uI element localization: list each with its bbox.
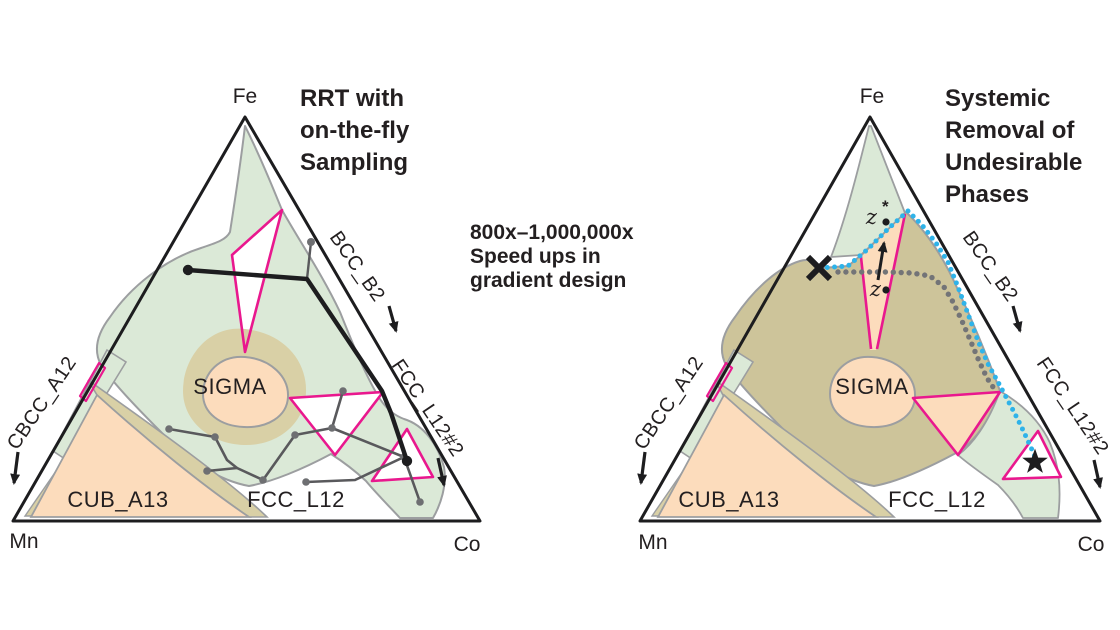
right-green-phase-region	[957, 390, 1061, 519]
right-edge-pink-sliver	[705, 361, 734, 403]
z-start-point	[882, 286, 890, 294]
right-bcc-arrow-icon	[1011, 305, 1023, 333]
gray-gradient-path	[835, 269, 998, 393]
right-cub-region	[656, 393, 879, 518]
right-fcc2-arrow-icon	[1092, 459, 1103, 489]
right-fcc-label: FCC_L12	[888, 487, 986, 512]
left-gray-branch	[305, 241, 313, 280]
left-panel-title-line: RRT with	[300, 85, 404, 112]
z-start-label: z	[869, 277, 882, 301]
left-corner-label-mn: Mn	[9, 530, 38, 553]
speedup-note-line: gradient design	[470, 269, 626, 292]
center-annotation: 800x–1,000,000x Speed ups in gradient de…	[470, 221, 634, 292]
left-corner-label-co: Co	[454, 533, 481, 556]
left-bcc-edge-label: BCC_B2	[325, 227, 389, 306]
left-fcc2-arrow-icon	[436, 457, 447, 487]
z-target-point	[882, 218, 890, 226]
left-panel-title-line: on-the-fly	[300, 117, 410, 144]
right-triangle-frame	[638, 115, 1102, 523]
right-corner-label-fe: Fe	[860, 85, 885, 108]
rrt-path-start-node	[182, 264, 194, 276]
right-corner-label-co: Co	[1078, 533, 1105, 556]
right-panel-title-line: Removal of	[945, 117, 1075, 144]
start-x-marker-icon	[805, 254, 833, 282]
right-tie-triangle-mid	[911, 390, 1002, 457]
right-cub-label: CUB_A13	[678, 487, 779, 512]
right-sigma-core	[828, 355, 917, 429]
left-triangle-frame	[11, 115, 482, 523]
left-bcc-arrow-icon	[387, 305, 399, 333]
rrt-path-end-node	[401, 455, 413, 467]
left-sigma-core	[201, 355, 290, 429]
target-star-icon	[1022, 448, 1048, 473]
left-tie-triangle-top	[230, 208, 284, 354]
left-sigma-label: SIGMA	[193, 374, 266, 399]
blue-optimization-path	[817, 208, 1038, 460]
right-bcc-edge-label: BCC_B2	[958, 227, 1022, 306]
left-ternary-diagram: Fe Mn Co SIGMA CUB_A13 FCC_L12 BCC_B2 FC…	[3, 85, 482, 556]
right-corner-label-mn: Mn	[638, 531, 667, 554]
right-sigma-label: SIGMA	[835, 374, 908, 399]
right-cbcc-arrow-icon	[637, 451, 648, 485]
left-panel-title-line: Sampling	[300, 149, 408, 176]
left-gray-branch-node	[307, 238, 315, 246]
left-fcc-label: FCC_L12	[247, 487, 345, 512]
left-rrt-sampling-path	[187, 267, 410, 462]
right-panel-title-line: Systemic	[945, 85, 1050, 112]
right-panel-title-line: Undesirable	[945, 149, 1082, 176]
left-white-wedge	[232, 210, 282, 352]
z-target-sup-label: *	[882, 197, 889, 216]
left-cub-region	[29, 393, 252, 518]
z-improvement-arrow-icon	[876, 241, 888, 281]
speedup-note-line: Speed ups in	[470, 245, 601, 268]
right-panel-title-line: Phases	[945, 181, 1029, 208]
speedup-note-line: 800x–1,000,000x	[470, 221, 634, 244]
left-tie-triangle-mid	[288, 390, 385, 457]
left-sample-network	[165, 387, 424, 506]
left-corner-label-fe: Fe	[233, 85, 258, 108]
left-cbcc-arrow-icon	[10, 451, 21, 485]
left-cub-label: CUB_A13	[67, 487, 168, 512]
z-target-label: z	[865, 205, 878, 229]
right-ternary-diagram: z * z Fe Mn Co SIGMA CUB_A13 FCC_L12 BCC…	[630, 85, 1113, 556]
